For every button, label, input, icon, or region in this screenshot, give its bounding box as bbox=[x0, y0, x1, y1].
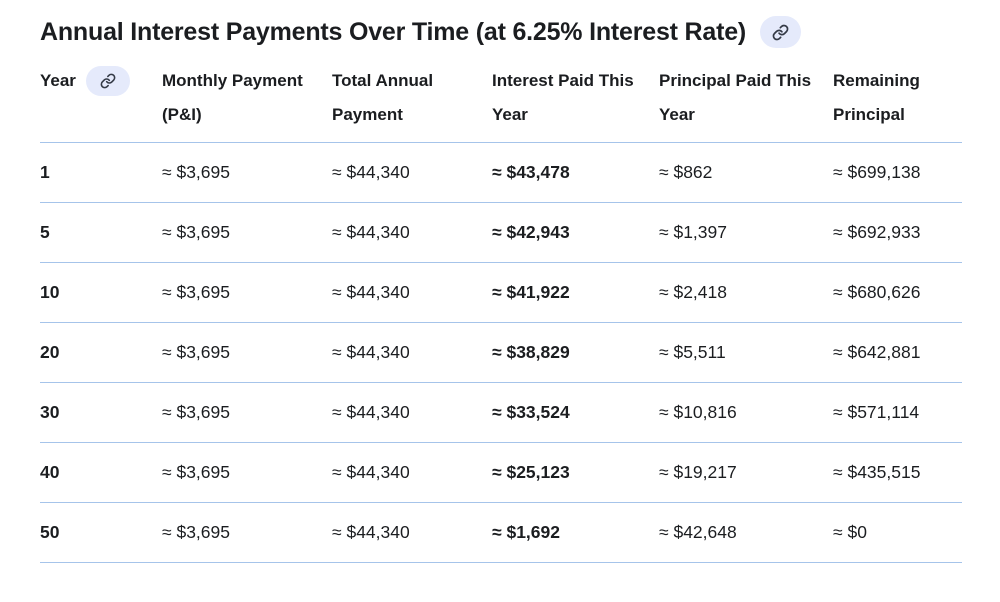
cell-interest: ≈ $38,829 bbox=[492, 322, 659, 383]
header-row: Year Monthly Payment (P&I) Total Annual … bbox=[40, 62, 962, 143]
cell-year: 10 bbox=[40, 262, 162, 323]
cell-monthly: ≈ $3,695 bbox=[162, 202, 332, 263]
cell-remaining: ≈ $0 bbox=[833, 502, 962, 563]
title-row: Annual Interest Payments Over Time (at 6… bbox=[40, 16, 962, 48]
table-row: 20 ≈ $3,695 ≈ $44,340 ≈ $38,829 ≈ $5,511 ≈ $6… bbox=[40, 322, 962, 383]
cell-monthly: ≈ $3,695 bbox=[162, 322, 332, 383]
link-icon bbox=[772, 24, 789, 40]
cell-annual: ≈ $44,340 bbox=[332, 262, 492, 323]
column-header-principal-paid: Principal Paid This Year bbox=[659, 62, 833, 143]
cell-interest: ≈ $33,524 bbox=[492, 382, 659, 443]
cell-interest: ≈ $41,922 bbox=[492, 262, 659, 323]
amortization-table: Year Monthly Payment (P&I) Total Annual … bbox=[40, 62, 962, 563]
cell-annual: ≈ $44,340 bbox=[332, 322, 492, 383]
page: Annual Interest Payments Over Time (at 6… bbox=[40, 16, 962, 563]
table-row: 1 ≈ $3,695 ≈ $44,340 ≈ $43,478 ≈ $862 ≈ $699,… bbox=[40, 142, 962, 203]
cell-remaining: ≈ $692,933 bbox=[833, 202, 962, 263]
cell-principal: ≈ $19,217 bbox=[659, 442, 833, 503]
table-row: 50 ≈ $3,695 ≈ $44,340 ≈ $1,692 ≈ $42,648 ≈ $0 bbox=[40, 502, 962, 563]
cell-monthly: ≈ $3,695 bbox=[162, 442, 332, 503]
cell-principal: ≈ $42,648 bbox=[659, 502, 833, 563]
table-row: 5 ≈ $3,695 ≈ $44,340 ≈ $42,943 ≈ $1,397 ≈ $69… bbox=[40, 202, 962, 263]
cell-interest: ≈ $25,123 bbox=[492, 442, 659, 503]
cell-remaining: ≈ $642,881 bbox=[833, 322, 962, 383]
column-header-monthly-payment: Monthly Payment (P&I) bbox=[162, 62, 332, 143]
table-body: 1 ≈ $3,695 ≈ $44,340 ≈ $43,478 ≈ $862 ≈ $699,… bbox=[40, 142, 962, 563]
cell-year: 40 bbox=[40, 442, 162, 503]
cell-year: 20 bbox=[40, 322, 162, 383]
cell-interest: ≈ $1,692 bbox=[492, 502, 659, 563]
year-link-pill[interactable] bbox=[85, 66, 130, 96]
link-icon bbox=[100, 73, 116, 89]
cell-remaining: ≈ $571,114 bbox=[833, 382, 962, 443]
cell-principal: ≈ $5,511 bbox=[659, 322, 833, 383]
cell-interest: ≈ $43,478 bbox=[492, 142, 659, 203]
cell-annual: ≈ $44,340 bbox=[332, 382, 492, 443]
cell-monthly: ≈ $3,695 bbox=[162, 142, 332, 203]
cell-remaining: ≈ $699,138 bbox=[833, 142, 962, 203]
cell-annual: ≈ $44,340 bbox=[332, 202, 492, 263]
cell-principal: ≈ $10,816 bbox=[659, 382, 833, 443]
table-row: 30 ≈ $3,695 ≈ $44,340 ≈ $33,524 ≈ $10,816 ≈ $… bbox=[40, 382, 962, 443]
cell-monthly: ≈ $3,695 bbox=[162, 382, 332, 443]
cell-year: 1 bbox=[40, 142, 162, 203]
table-row: 10 ≈ $3,695 ≈ $44,340 ≈ $41,922 ≈ $2,418 ≈ $6… bbox=[40, 262, 962, 323]
cell-monthly: ≈ $3,695 bbox=[162, 502, 332, 563]
page-title: Annual Interest Payments Over Time (at 6… bbox=[40, 17, 747, 46]
column-header-label: Year bbox=[40, 71, 76, 90]
cell-monthly: ≈ $3,695 bbox=[162, 262, 332, 323]
cell-year: 50 bbox=[40, 502, 162, 563]
cell-annual: ≈ $44,340 bbox=[332, 142, 492, 203]
column-header-year: Year bbox=[40, 62, 162, 143]
column-header-remaining-principal: Remaining Principal bbox=[833, 62, 962, 143]
table-row: 40 ≈ $3,695 ≈ $44,340 ≈ $25,123 ≈ $19,217 ≈ $… bbox=[40, 442, 962, 503]
title-link-pill[interactable] bbox=[760, 16, 802, 48]
cell-interest: ≈ $42,943 bbox=[492, 202, 659, 263]
cell-year: 30 bbox=[40, 382, 162, 443]
cell-remaining: ≈ $435,515 bbox=[833, 442, 962, 503]
column-header-total-annual-payment: Total Annual Payment bbox=[332, 62, 492, 143]
cell-annual: ≈ $44,340 bbox=[332, 442, 492, 503]
cell-principal: ≈ $1,397 bbox=[659, 202, 833, 263]
cell-principal: ≈ $2,418 bbox=[659, 262, 833, 323]
cell-principal: ≈ $862 bbox=[659, 142, 833, 203]
cell-year: 5 bbox=[40, 202, 162, 263]
column-header-interest-paid: Interest Paid This Year bbox=[492, 62, 659, 143]
cell-annual: ≈ $44,340 bbox=[332, 502, 492, 563]
cell-remaining: ≈ $680,626 bbox=[833, 262, 962, 323]
